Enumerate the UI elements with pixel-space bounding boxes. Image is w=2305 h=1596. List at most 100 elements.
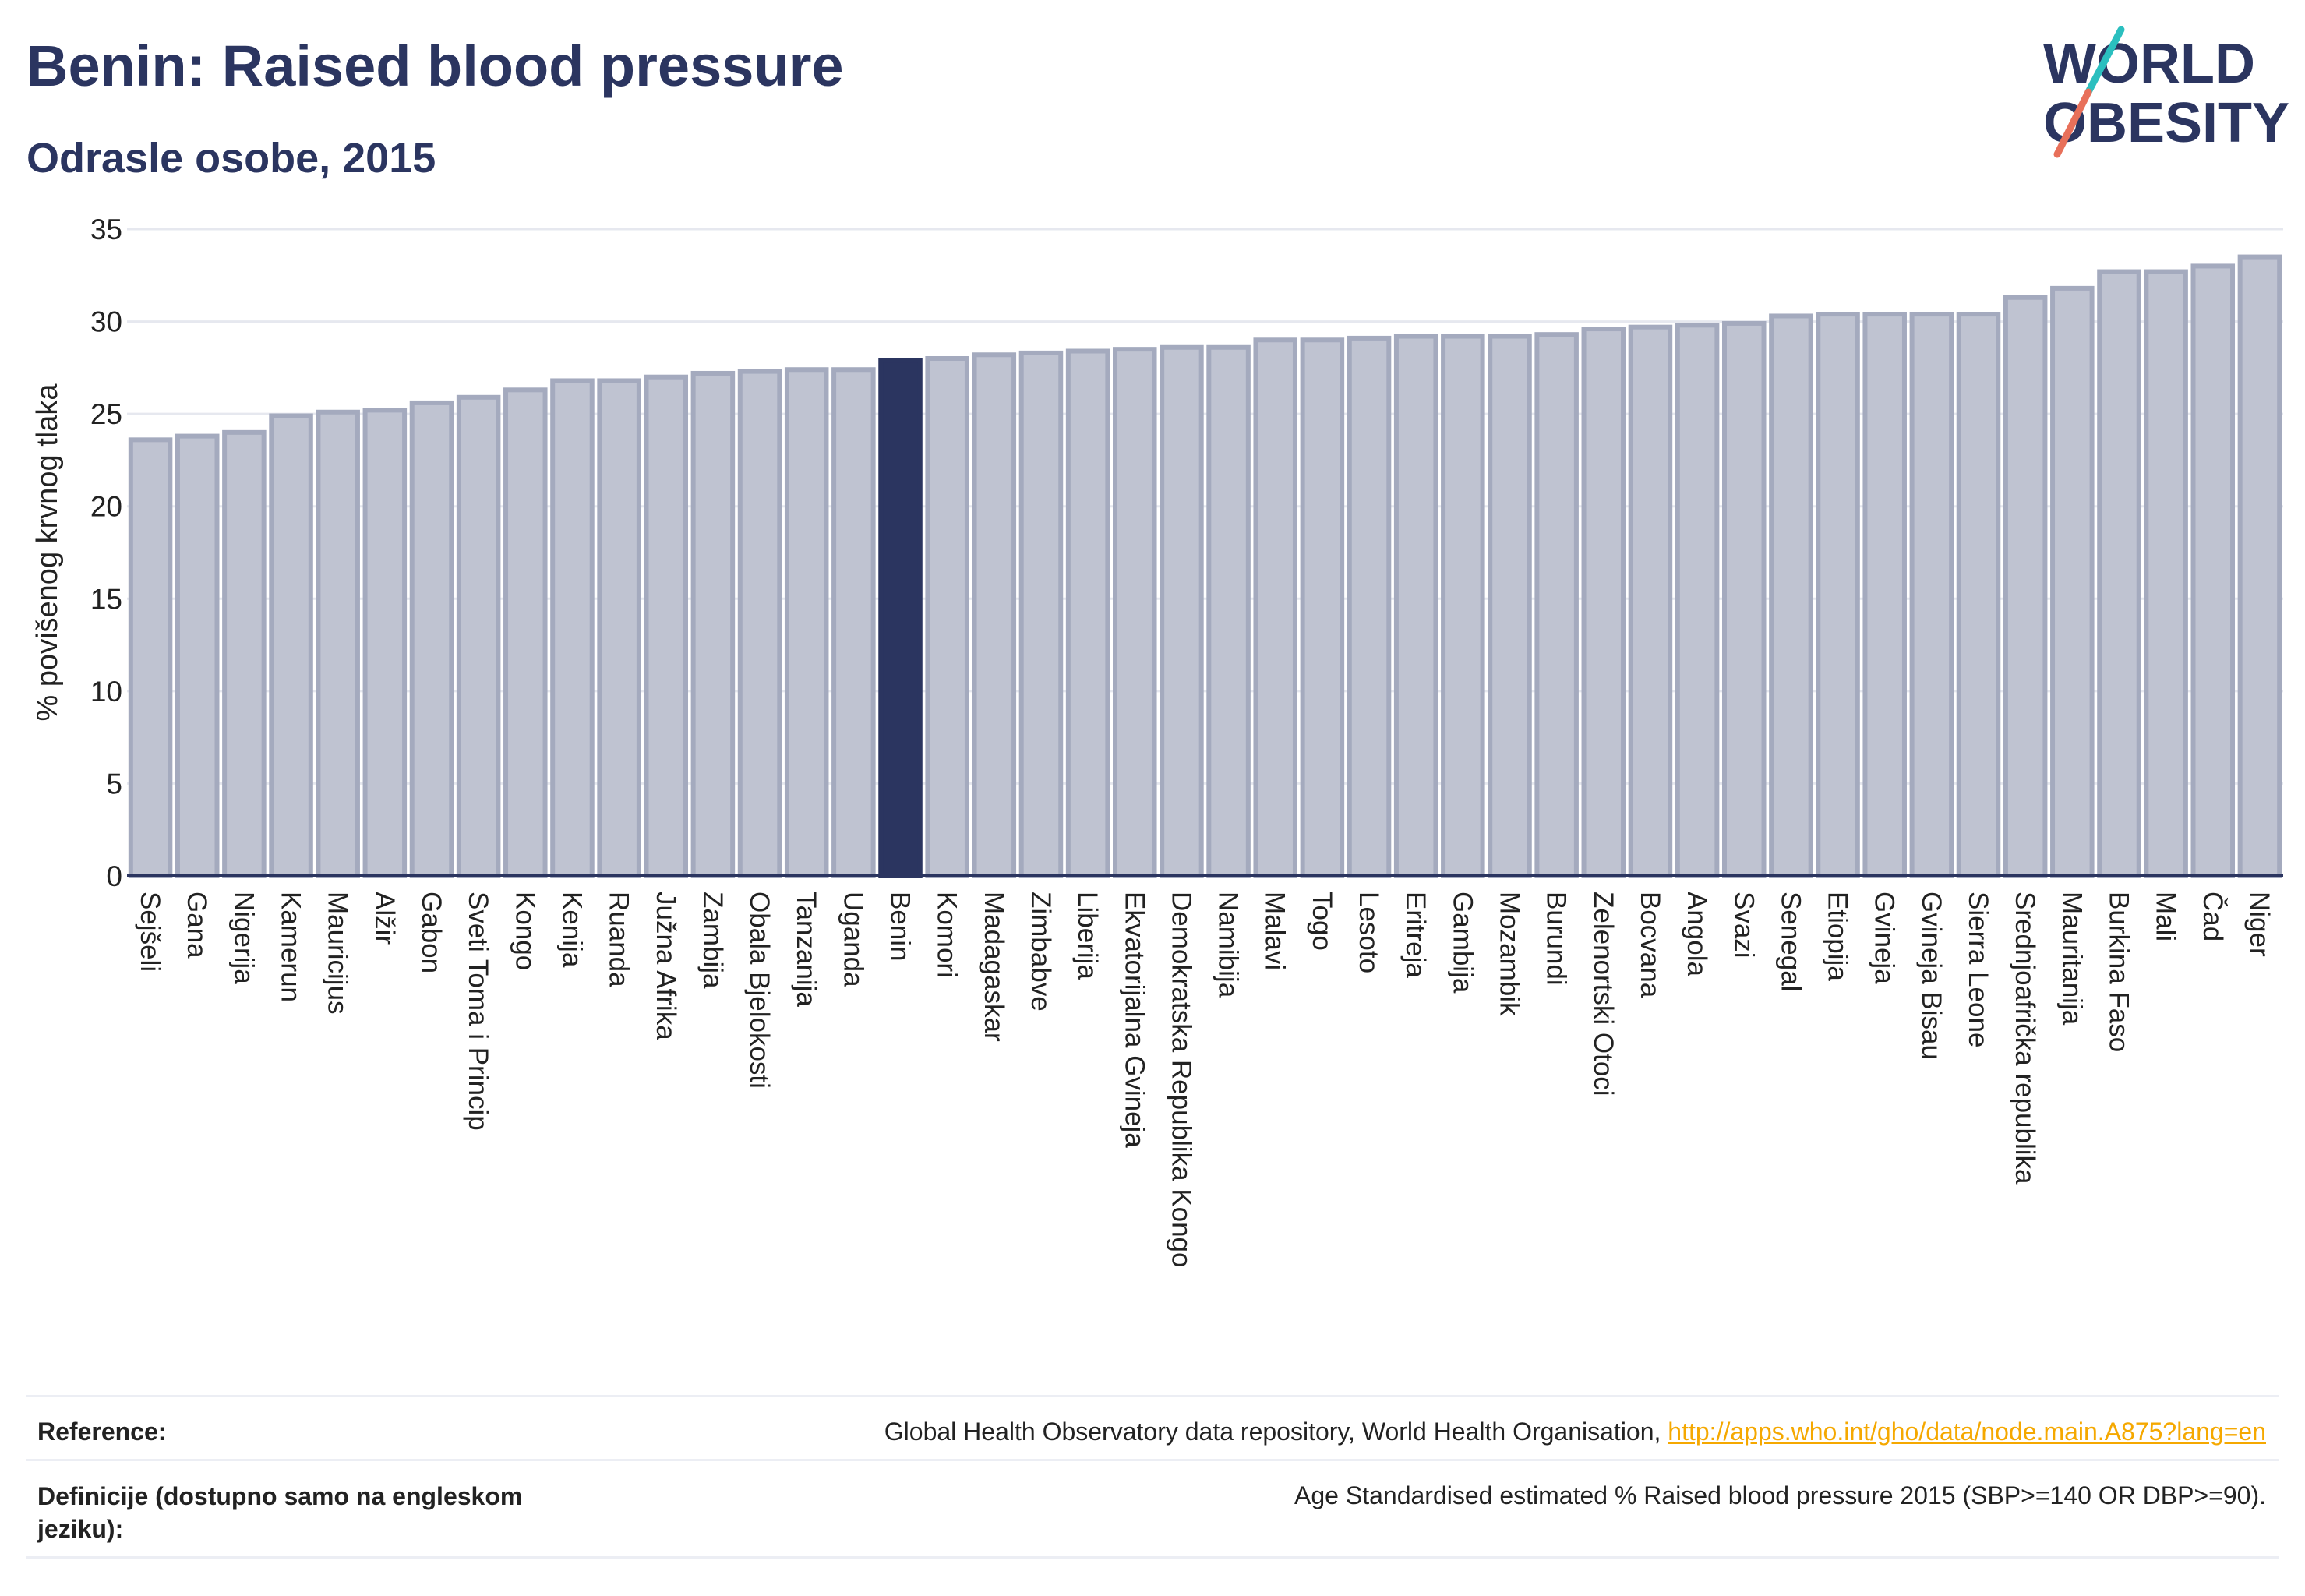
bar-chart: 0 5 10 15 20 25 30 35 Sejšeli Gana Nigerija Kameru… bbox=[31, 214, 2283, 1267]
x-tick-label: Kenija bbox=[556, 892, 587, 968]
bar bbox=[1581, 327, 1626, 878]
bar bbox=[1909, 312, 1954, 879]
bar bbox=[503, 387, 548, 879]
y-axis-tick-labels: 0 5 10 15 20 25 30 35 bbox=[90, 214, 122, 892]
bar bbox=[1160, 344, 1204, 878]
x-tick-label: Gana bbox=[182, 892, 212, 959]
bar bbox=[175, 433, 220, 878]
x-tick-label: Zambija bbox=[697, 892, 728, 989]
x-tick-label: Burkina Faso bbox=[2103, 892, 2134, 1052]
y-tick-label: 25 bbox=[90, 398, 122, 430]
bar bbox=[1065, 348, 1110, 878]
x-tick-label: Gvineja Bisau bbox=[1916, 892, 1947, 1060]
x-tick-label: Ekvatorijalna Gvineja bbox=[1119, 892, 1149, 1148]
chart-subtitle: Odrasle osobe, 2015 bbox=[26, 135, 436, 182]
x-tick-label: Kongo bbox=[510, 892, 540, 970]
x-tick-label: Gvineja bbox=[1869, 892, 1900, 984]
bar bbox=[1253, 337, 1297, 878]
bar bbox=[269, 413, 313, 878]
x-tick-label: Zimbabve bbox=[1025, 892, 1056, 1012]
bar bbox=[737, 369, 782, 879]
x-tick-label: Kamerun bbox=[276, 892, 306, 1002]
bar bbox=[1393, 334, 1438, 878]
y-tick-label: 20 bbox=[90, 491, 122, 523]
x-tick-label: Angola bbox=[1682, 892, 1712, 977]
x-tick-label: Malavi bbox=[1260, 892, 1290, 970]
bar bbox=[316, 409, 360, 878]
bar bbox=[1721, 320, 1767, 878]
x-tick-label: Čad bbox=[2197, 892, 2228, 941]
bar bbox=[1300, 337, 1345, 878]
world-obesity-logo: WORLD OBESITY bbox=[2043, 26, 2289, 158]
y-tick-label: 0 bbox=[106, 860, 122, 892]
bar bbox=[1956, 312, 2001, 879]
chart-title: Benin: Raised blood pressure bbox=[26, 34, 844, 98]
bar bbox=[597, 378, 641, 878]
x-axis-tick-labels: Sejšeli Gana Nigerija Kamerun Mauricijus Alži… bbox=[135, 892, 2275, 1267]
bar bbox=[1113, 347, 1157, 878]
bar bbox=[2050, 285, 2095, 878]
x-tick-label: Uganda bbox=[838, 892, 868, 987]
reference-link[interactable]: http://apps.who.int/gho/data/node.main.A… bbox=[1668, 1418, 2266, 1446]
bar bbox=[1018, 350, 1064, 878]
x-tick-label: Niger bbox=[2244, 892, 2275, 957]
bar bbox=[644, 374, 689, 878]
bar bbox=[1347, 335, 1392, 878]
bar bbox=[1534, 332, 1579, 878]
x-tick-label: Namibija bbox=[1213, 892, 1244, 998]
reference-label: Reference: bbox=[37, 1418, 167, 1446]
bar bbox=[831, 367, 876, 878]
bar bbox=[972, 352, 1017, 878]
y-tick-label: 5 bbox=[106, 768, 122, 800]
reference-row: Reference: Global Health Observatory dat… bbox=[26, 1395, 2279, 1461]
bar bbox=[1206, 344, 1251, 878]
bar bbox=[2097, 269, 2141, 878]
x-tick-label: Ruanda bbox=[604, 892, 634, 987]
bar bbox=[550, 378, 595, 878]
bar bbox=[222, 429, 267, 878]
bar bbox=[2144, 269, 2188, 878]
bar bbox=[925, 356, 969, 878]
y-tick-label: 15 bbox=[90, 583, 122, 615]
x-tick-label: Mauritanija bbox=[2056, 892, 2087, 1026]
x-tick-label: Alžir bbox=[369, 892, 400, 945]
x-tick-label: Mozambik bbox=[1494, 892, 1524, 1016]
bar bbox=[128, 437, 173, 878]
definition-value: Age Standardised estimated % Raised bloo… bbox=[1294, 1481, 2266, 1509]
x-tick-label: Sveti Toma i Princip bbox=[463, 892, 493, 1131]
bar bbox=[1816, 312, 1860, 879]
x-tick-label: Etiopija bbox=[1823, 892, 1853, 981]
x-tick-label: Sierra Leone bbox=[1963, 892, 1993, 1047]
bar bbox=[1628, 324, 1673, 878]
bar bbox=[1862, 312, 1907, 879]
bar bbox=[1488, 334, 1532, 878]
x-tick-label: Svazi bbox=[1728, 892, 1759, 959]
bar bbox=[2237, 254, 2282, 879]
logo-slash-coral bbox=[2053, 88, 2092, 158]
definition-row: Definicije (dostupno samo na engleskom je… bbox=[26, 1459, 2279, 1559]
bar bbox=[456, 394, 501, 878]
x-tick-label: Komori bbox=[932, 892, 962, 978]
x-tick-label: Južna Afrika bbox=[651, 892, 681, 1040]
reference-text: Global Health Observatory data repositor… bbox=[884, 1418, 1668, 1446]
bar bbox=[1441, 334, 1485, 878]
bar-highlight bbox=[878, 358, 923, 879]
definition-label-line1: Definicije (dostupno samo na engleskom bbox=[37, 1482, 523, 1510]
x-tick-label: Mali bbox=[2151, 892, 2181, 941]
logo-slash-teal bbox=[2084, 26, 2125, 96]
bar bbox=[2190, 263, 2236, 878]
x-tick-label: Mauricijus bbox=[323, 892, 353, 1015]
x-tick-label: Burundi bbox=[1541, 892, 1572, 986]
x-tick-label: Zelenortski Otoci bbox=[1588, 892, 1618, 1096]
x-tick-label: Togo bbox=[1307, 892, 1337, 951]
bar bbox=[784, 367, 829, 878]
bar bbox=[362, 408, 408, 878]
bar bbox=[409, 400, 454, 878]
y-tick-label: 10 bbox=[90, 676, 122, 708]
x-tick-label: Tanzanija bbox=[791, 892, 821, 1007]
x-tick-label: Liberija bbox=[1072, 892, 1103, 980]
x-tick-label: Bocvana bbox=[1635, 892, 1665, 998]
bar bbox=[1769, 313, 1813, 878]
y-tick-label: 30 bbox=[90, 306, 122, 338]
bar bbox=[690, 370, 736, 878]
